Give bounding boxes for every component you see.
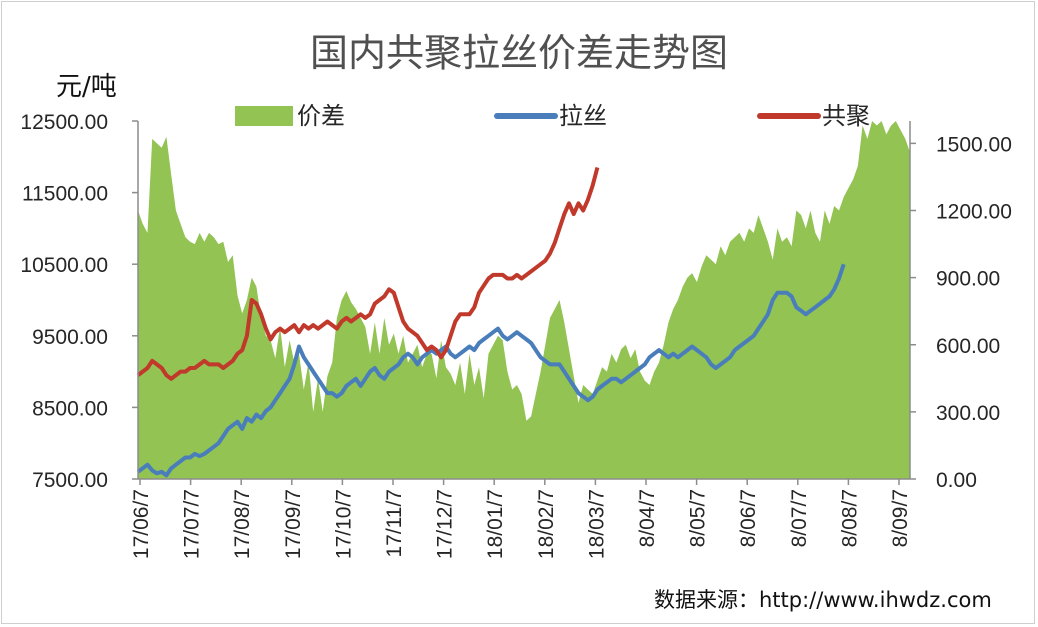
series-area-spread <box>138 121 910 479</box>
right-tick-label: 0.00 <box>936 469 977 492</box>
right-tick-label: 1200.00 <box>936 201 1012 224</box>
x-tick-label: 17/07/7 <box>181 489 204 559</box>
left-tick-label: 7500.00 <box>32 469 108 492</box>
left-axis-unit: 元/吨 <box>56 72 117 102</box>
x-tick-label: 17/08/7 <box>231 489 254 559</box>
x-tick-label: 8/05/7 <box>687 489 710 547</box>
x-tick-label: 17/09/7 <box>282 489 305 559</box>
legend-swatch-spread <box>235 106 293 126</box>
x-tick-label: 17/11/7 <box>383 489 406 558</box>
legend-label: 共聚 <box>822 102 870 130</box>
left-tick-label: 11500.00 <box>22 183 108 206</box>
left-tick-label: 10500.00 <box>20 254 108 277</box>
x-tick-label: 18/02/7 <box>535 489 558 559</box>
x-tick-label: 8/04/7 <box>636 489 659 547</box>
x-tick-label: 18/01/7 <box>484 489 507 559</box>
left-tick-label: 12500.00 <box>20 111 108 134</box>
chart-title: 国内共聚拉丝价差走势图 <box>309 31 728 75</box>
legend-label: 拉丝 <box>559 102 607 130</box>
right-tick-label: 900.00 <box>936 268 1000 291</box>
x-tick-label: 17/06/7 <box>130 489 153 559</box>
right-tick-label: 300.00 <box>936 402 1000 425</box>
series-line-lasi <box>136 263 846 478</box>
data-source-note: 数据来源：http://www.ihwdz.com <box>654 588 992 612</box>
series-line-gongju <box>136 166 600 381</box>
x-tick-label: 17/10/7 <box>332 489 355 559</box>
left-tick-label: 9500.00 <box>32 326 108 349</box>
left-tick-label: 8500.00 <box>32 397 108 420</box>
x-tick-label: 8/07/7 <box>788 489 811 547</box>
x-tick-label: 17/12/7 <box>434 489 457 559</box>
x-tick-label: 8/09/7 <box>889 489 912 547</box>
right-tick-label: 1500.00 <box>936 133 1012 156</box>
x-tick-label: 8/06/7 <box>737 489 760 547</box>
right-tick-label: 600.00 <box>936 335 1000 358</box>
x-tick-label: 8/08/7 <box>838 489 861 547</box>
legend-label: 价差 <box>297 102 345 130</box>
x-tick-label: 18/03/7 <box>585 489 608 559</box>
